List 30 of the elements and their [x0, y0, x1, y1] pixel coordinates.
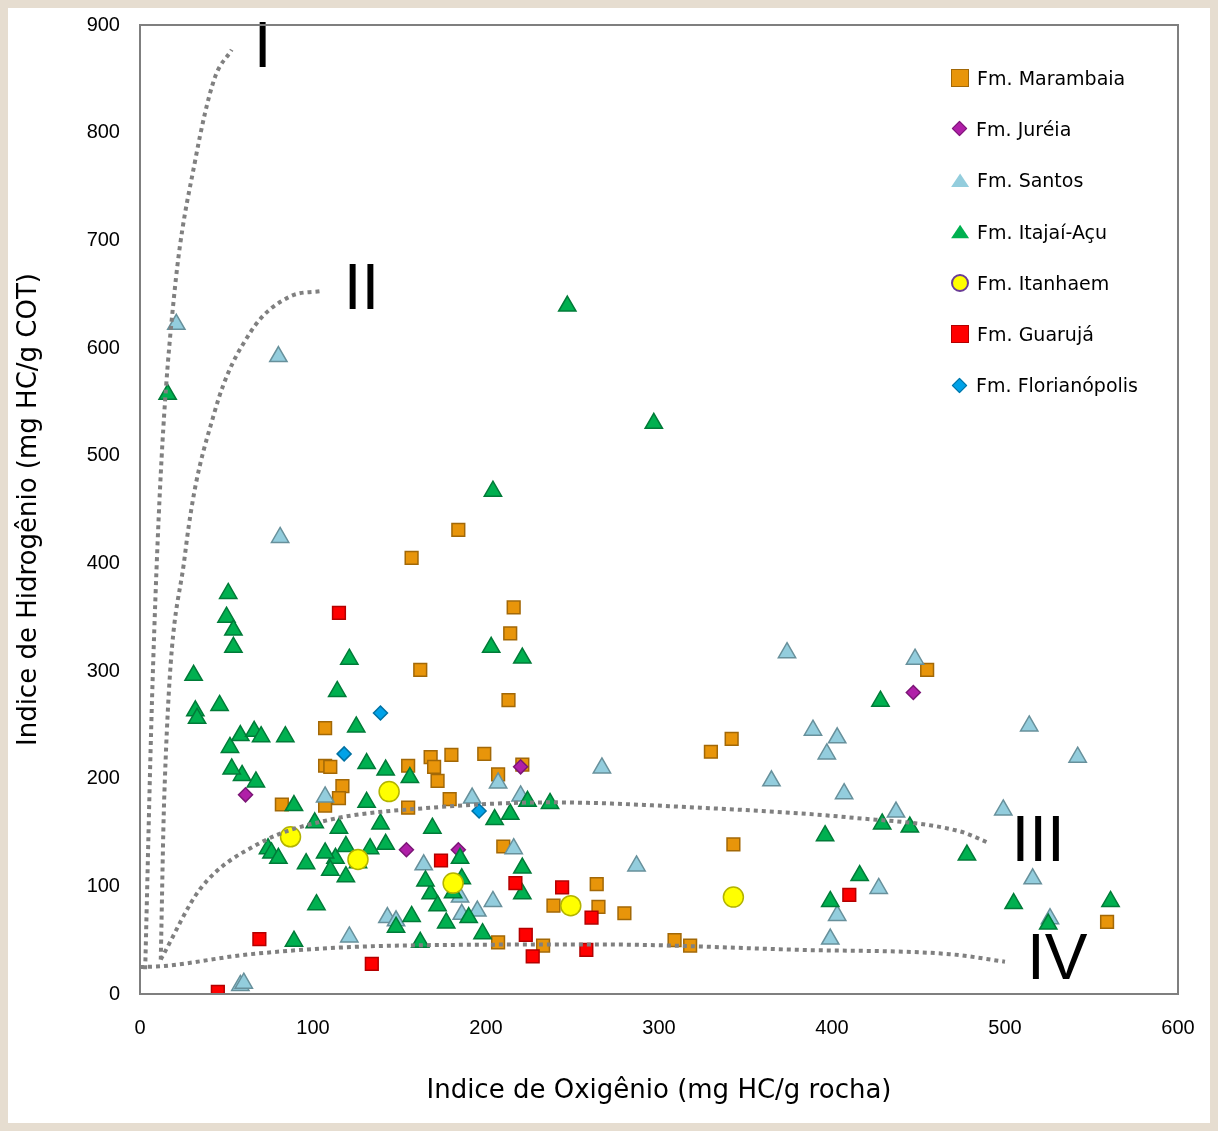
- x-axis-title: Indice de Oxigênio (mg HC/g rocha): [426, 1074, 892, 1105]
- x-tick-label: 500: [988, 1015, 1022, 1038]
- y-tick-label: 900: [86, 12, 120, 35]
- y-tick-label: 600: [86, 335, 120, 358]
- annotation: II: [343, 250, 380, 323]
- y-tick-label: 100: [86, 873, 120, 896]
- legend-label: Fm. Florianópolis: [976, 374, 1138, 397]
- legend-label: Fm. Guarujá: [977, 323, 1094, 346]
- y-tick-label: 0: [108, 981, 120, 1004]
- y-tick-label: 400: [86, 550, 120, 573]
- legend-label: Fm. Itajaí-Açu: [977, 220, 1108, 243]
- y-tick-label: 300: [86, 658, 120, 681]
- y-tick-label: 700: [86, 227, 120, 250]
- x-tick-label: 400: [815, 1015, 849, 1038]
- annotation: III: [1011, 802, 1065, 875]
- x-tick-label: 600: [1161, 1015, 1195, 1038]
- legend-label: Fm. Santos: [977, 169, 1084, 192]
- x-tick-label: 0: [134, 1015, 146, 1038]
- annotation: I: [253, 9, 272, 82]
- y-axis-title: Indice de Hidrogênio (mg HC/g COT): [12, 273, 43, 746]
- x-tick-label: 100: [296, 1015, 330, 1038]
- x-tick-label: 200: [469, 1015, 503, 1038]
- legend-label: Fm. Itanhaem: [977, 271, 1110, 294]
- y-tick-label: 200: [86, 766, 120, 789]
- y-tick-label: 800: [86, 120, 120, 143]
- legend-label: Fm. Marambaia: [977, 66, 1126, 89]
- y-tick-label: 500: [86, 443, 120, 466]
- legend-label: Fm. Juréia: [976, 117, 1072, 140]
- annotation: IV: [1027, 921, 1088, 994]
- x-tick-label: 300: [642, 1015, 676, 1038]
